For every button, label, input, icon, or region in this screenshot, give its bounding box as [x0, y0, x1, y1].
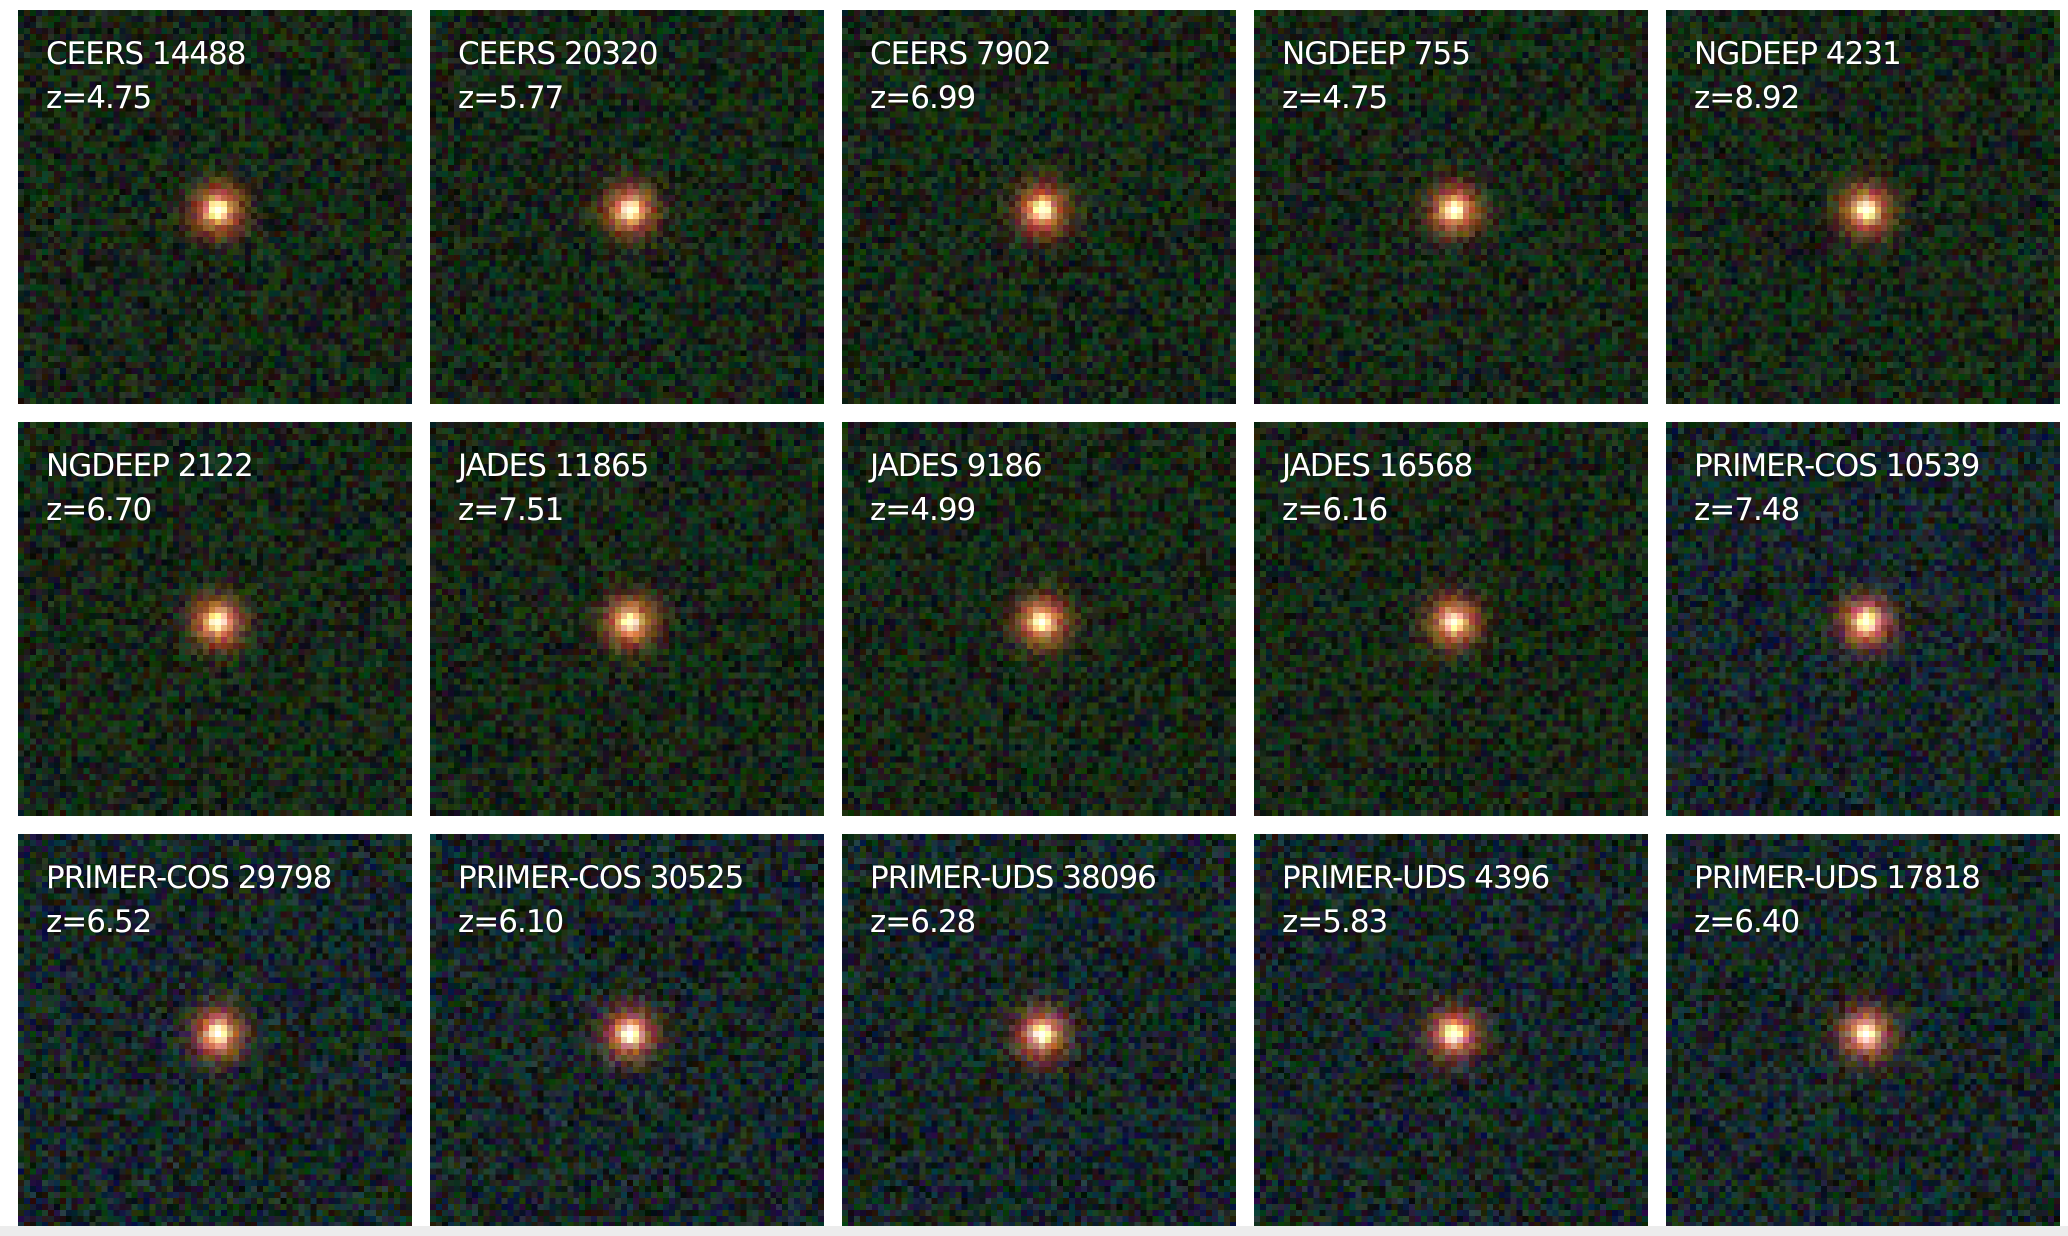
- galaxy-cutout: NGDEEP 4231 z=8.92: [1666, 10, 2060, 404]
- galaxy-redshift: z=6.52: [46, 904, 152, 940]
- cutout-label: CEERS 7902 z=6.99: [870, 32, 1052, 120]
- galaxy-image: [1666, 10, 2060, 404]
- galaxy-cutout: JADES 16568 z=6.16: [1254, 422, 1648, 816]
- galaxy-id: PRIMER-COS 30525: [458, 860, 744, 896]
- cutout-label: NGDEEP 2122 z=6.70: [46, 444, 254, 532]
- cutout-label: PRIMER-UDS 38096 z=6.28: [870, 856, 1157, 944]
- cutout-label: CEERS 14488 z=4.75: [46, 32, 247, 120]
- galaxy-redshift: z=7.51: [458, 492, 564, 528]
- galaxy-id: CEERS 7902: [870, 36, 1052, 72]
- galaxy-image: [842, 422, 1236, 816]
- cutout-label: JADES 11865 z=7.51: [458, 444, 649, 532]
- cutout-label: PRIMER-COS 29798 z=6.52: [46, 856, 332, 944]
- galaxy-id: JADES 11865: [458, 448, 649, 484]
- galaxy-image: [1666, 834, 2060, 1228]
- galaxy-cutout: NGDEEP 2122 z=6.70: [18, 422, 412, 816]
- galaxy-redshift: z=5.83: [1282, 904, 1388, 940]
- galaxy-id: CEERS 20320: [458, 36, 659, 72]
- galaxy-image: [842, 834, 1236, 1228]
- galaxy-redshift: z=6.10: [458, 904, 564, 940]
- galaxy-cutout: PRIMER-COS 10539 z=7.48: [1666, 422, 2060, 816]
- cutout-label: JADES 16568 z=6.16: [1282, 444, 1473, 532]
- cutout-label: JADES 9186 z=4.99: [870, 444, 1043, 532]
- galaxy-id: NGDEEP 2122: [46, 448, 254, 484]
- cutout-label: PRIMER-UDS 17818 z=6.40: [1694, 856, 1981, 944]
- galaxy-redshift: z=6.70: [46, 492, 152, 528]
- galaxy-id: JADES 9186: [870, 448, 1043, 484]
- galaxy-redshift: z=5.77: [458, 80, 564, 116]
- galaxy-image: [18, 422, 412, 816]
- galaxy-id: JADES 16568: [1282, 448, 1473, 484]
- galaxy-id: PRIMER-COS 29798: [46, 860, 332, 896]
- cutout-label: PRIMER-COS 30525 z=6.10: [458, 856, 744, 944]
- galaxy-image: [430, 10, 824, 404]
- galaxy-cutout: CEERS 20320 z=5.77: [430, 10, 824, 404]
- galaxy-cutout: JADES 11865 z=7.51: [430, 422, 824, 816]
- cutout-label: PRIMER-UDS 4396 z=5.83: [1282, 856, 1550, 944]
- galaxy-id: PRIMER-UDS 4396: [1282, 860, 1550, 896]
- galaxy-image: [1254, 422, 1648, 816]
- galaxy-redshift: z=6.28: [870, 904, 976, 940]
- bottom-strip: [0, 1226, 2068, 1236]
- galaxy-image: [430, 834, 824, 1228]
- galaxy-redshift: z=8.92: [1694, 80, 1800, 116]
- galaxy-redshift: z=7.48: [1694, 492, 1800, 528]
- galaxy-id: NGDEEP 755: [1282, 36, 1471, 72]
- galaxy-redshift: z=6.16: [1282, 492, 1388, 528]
- galaxy-redshift: z=4.75: [46, 80, 152, 116]
- galaxy-cutout: CEERS 7902 z=6.99: [842, 10, 1236, 404]
- galaxy-redshift: z=4.99: [870, 492, 976, 528]
- galaxy-cutout: PRIMER-UDS 4396 z=5.83: [1254, 834, 1648, 1228]
- galaxy-cutout: PRIMER-COS 29798 z=6.52: [18, 834, 412, 1228]
- galaxy-redshift: z=6.40: [1694, 904, 1800, 940]
- galaxy-cutout: PRIMER-UDS 17818 z=6.40: [1666, 834, 2060, 1228]
- galaxy-cutout: CEERS 14488 z=4.75: [18, 10, 412, 404]
- galaxy-image: [842, 10, 1236, 404]
- cutout-label: NGDEEP 755 z=4.75: [1282, 32, 1471, 120]
- cutout-label: PRIMER-COS 10539 z=7.48: [1694, 444, 1980, 532]
- galaxy-image: [1666, 422, 2060, 816]
- cutout-label: NGDEEP 4231 z=8.92: [1694, 32, 1902, 120]
- galaxy-cutout: PRIMER-UDS 38096 z=6.28: [842, 834, 1236, 1228]
- galaxy-id: NGDEEP 4231: [1694, 36, 1902, 72]
- galaxy-image: [1254, 10, 1648, 404]
- galaxy-image: [430, 422, 824, 816]
- galaxy-cutout: PRIMER-COS 30525 z=6.10: [430, 834, 824, 1228]
- galaxy-cutout-grid: CEERS 14488 z=4.75 CEERS 20320 z=5.77 CEERS …: [18, 10, 2060, 1228]
- galaxy-cutout: NGDEEP 755 z=4.75: [1254, 10, 1648, 404]
- galaxy-id: PRIMER-UDS 38096: [870, 860, 1157, 896]
- galaxy-cutout: JADES 9186 z=4.99: [842, 422, 1236, 816]
- galaxy-id: PRIMER-COS 10539: [1694, 448, 1980, 484]
- galaxy-image: [1254, 834, 1648, 1228]
- galaxy-redshift: z=4.75: [1282, 80, 1388, 116]
- galaxy-image: [18, 10, 412, 404]
- galaxy-id: PRIMER-UDS 17818: [1694, 860, 1981, 896]
- galaxy-id: CEERS 14488: [46, 36, 247, 72]
- galaxy-redshift: z=6.99: [870, 80, 976, 116]
- cutout-label: CEERS 20320 z=5.77: [458, 32, 659, 120]
- galaxy-image: [18, 834, 412, 1228]
